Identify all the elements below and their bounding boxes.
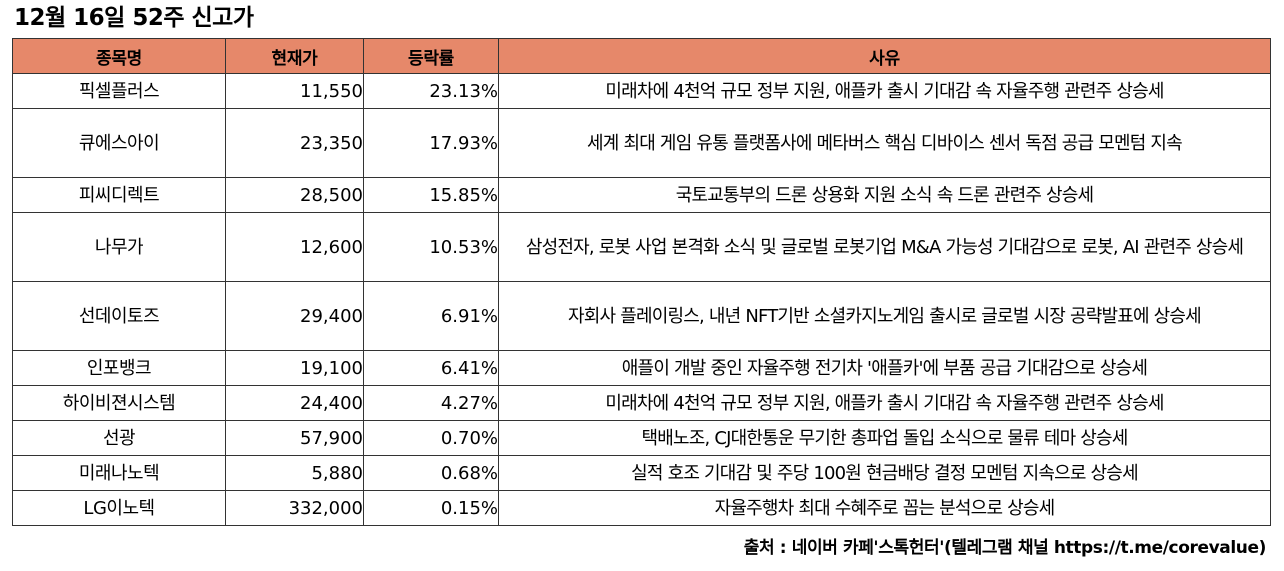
change-rate: 0.15% [363,490,499,526]
table-row: 큐에스아이 23,350 17.93% 세계 최대 게임 유통 플랫폼사에 메타… [12,108,1271,178]
table-header-row: 종목명 현재가 등락률 사유 [12,38,1271,74]
current-price: 332,000 [225,490,364,526]
change-rate: 10.53% [363,212,499,282]
current-price: 24,400 [225,385,364,421]
stock-name: 선광 [12,420,226,456]
current-price: 11,550 [225,73,364,109]
header-stock-name: 종목명 [12,38,226,74]
reason: 자회사 플레이링스, 내년 NFT기반 소셜카지노게임 출시로 글로벌 시장 공… [498,281,1271,351]
current-price: 19,100 [225,350,364,386]
reason: 실적 호조 기대감 및 주당 100원 현금배당 결정 모멘텀 지속으로 상승세 [498,455,1271,491]
current-price: 5,880 [225,455,364,491]
stock-name: 선데이토즈 [12,281,226,351]
current-price: 12,600 [225,212,364,282]
stock-name: 미래나노텍 [12,455,226,491]
source-note: 출처 : 네이버 카페'스톡헌터'(텔레그램 채널 https://t.me/c… [743,538,1267,558]
table-row: 나무가 12,600 10.53% 삼성전자, 로봇 사업 본격화 소식 및 글… [12,212,1271,282]
page-title: 12월 16일 52주 신고가 [14,5,254,31]
new-high-stocks-table: 종목명 현재가 등락률 사유 픽셀플러스 11,550 23.13% 미래차에 … [12,38,1271,526]
stock-name: 큐에스아이 [12,108,226,178]
reason: 국토교통부의 드론 상용화 지원 소식 속 드론 관련주 상승세 [498,177,1271,213]
reason: 삼성전자, 로봇 사업 본격화 소식 및 글로벌 로봇기업 M&A 가능성 기대… [498,212,1271,282]
current-price: 23,350 [225,108,364,178]
header-change-rate: 등락률 [363,38,499,74]
table-row: 선광 57,900 0.70% 택배노조, CJ대한통운 무기한 총파업 돌입 … [12,420,1271,456]
reason: 택배노조, CJ대한통운 무기한 총파업 돌입 소식으로 물류 테마 상승세 [498,420,1271,456]
change-rate: 0.70% [363,420,499,456]
table-row: 인포뱅크 19,100 6.41% 애플이 개발 중인 자율주행 전기차 '애플… [12,350,1271,386]
stock-name: 인포뱅크 [12,350,226,386]
change-rate: 4.27% [363,385,499,421]
change-rate: 23.13% [363,73,499,109]
table-row: 픽셀플러스 11,550 23.13% 미래차에 4천억 규모 정부 지원, 애… [12,73,1271,109]
stock-name: 피씨디렉트 [12,177,226,213]
current-price: 28,500 [225,177,364,213]
reason: 미래차에 4천억 규모 정부 지원, 애플카 출시 기대감 속 자율주행 관련주… [498,73,1271,109]
stock-name: 나무가 [12,212,226,282]
reason: 세계 최대 게임 유통 플랫폼사에 메타버스 핵심 디바이스 센서 독점 공급 … [498,108,1271,178]
table-row: LG이노텍 332,000 0.15% 자율주행차 최대 수혜주로 꼽는 분석으… [12,490,1271,526]
table-row: 하이비젼시스템 24,400 4.27% 미래차에 4천억 규모 정부 지원, … [12,385,1271,421]
stock-name: 하이비젼시스템 [12,385,226,421]
reason: 자율주행차 최대 수혜주로 꼽는 분석으로 상승세 [498,490,1271,526]
change-rate: 0.68% [363,455,499,491]
reason: 미래차에 4천억 규모 정부 지원, 애플카 출시 기대감 속 자율주행 관련주… [498,385,1271,421]
current-price: 57,900 [225,420,364,456]
header-reason: 사유 [498,38,1271,74]
change-rate: 6.41% [363,350,499,386]
change-rate: 15.85% [363,177,499,213]
stock-name: 픽셀플러스 [12,73,226,109]
table-row: 피씨디렉트 28,500 15.85% 국토교통부의 드론 상용화 지원 소식 … [12,177,1271,213]
reason: 애플이 개발 중인 자율주행 전기차 '애플카'에 부품 공급 기대감으로 상승… [498,350,1271,386]
table-row: 미래나노텍 5,880 0.68% 실적 호조 기대감 및 주당 100원 현금… [12,455,1271,491]
header-current-price: 현재가 [225,38,364,74]
table-row: 선데이토즈 29,400 6.91% 자회사 플레이링스, 내년 NFT기반 소… [12,281,1271,351]
change-rate: 17.93% [363,108,499,178]
stock-name: LG이노텍 [12,490,226,526]
change-rate: 6.91% [363,281,499,351]
current-price: 29,400 [225,281,364,351]
